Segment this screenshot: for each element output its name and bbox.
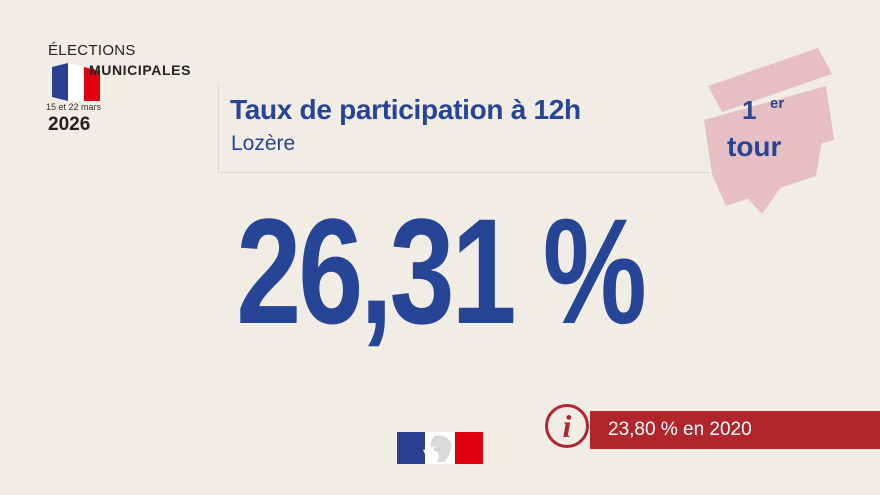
round-word: tour bbox=[727, 131, 782, 162]
info-icon bbox=[545, 404, 589, 448]
logo-elections-label: ÉLECTIONS bbox=[48, 42, 136, 59]
french-flag-icon bbox=[52, 63, 100, 101]
marianne-logo-icon bbox=[397, 432, 483, 464]
page-title: Taux de participation à 12h bbox=[230, 94, 581, 125]
round-number: 1 bbox=[742, 95, 757, 125]
page-subtitle: Lozère bbox=[231, 132, 296, 155]
round-superscript: er bbox=[770, 95, 785, 112]
round-ribbon-icon bbox=[704, 48, 834, 214]
participation-rate-value: 26,31 % bbox=[236, 187, 647, 355]
logo-dates: 15 et 22 mars bbox=[46, 102, 102, 112]
logo-municipales-label: MUNICIPALES bbox=[89, 62, 192, 78]
info-icon-glyph: i bbox=[562, 408, 572, 444]
info-banner bbox=[590, 411, 880, 449]
header-divider bbox=[218, 84, 709, 173]
info-previous-rate: 23,80 % en 2020 bbox=[608, 419, 752, 440]
logo-year: 2026 bbox=[48, 114, 91, 135]
